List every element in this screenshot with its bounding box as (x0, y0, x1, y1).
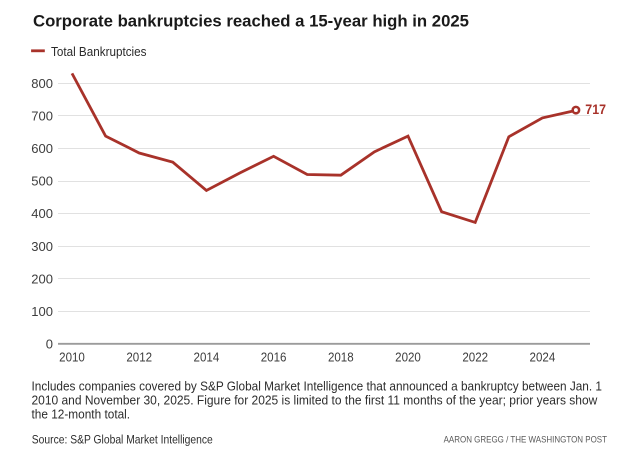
svg-text:Includes companies covered by: Includes companies covered by S&P Global… (32, 378, 603, 393)
svg-text:200: 200 (31, 271, 53, 286)
svg-text:300: 300 (31, 239, 53, 254)
svg-text:0: 0 (46, 336, 53, 351)
svg-text:700: 700 (31, 109, 53, 124)
svg-text:2020: 2020 (395, 349, 421, 364)
svg-text:717: 717 (585, 102, 606, 117)
svg-text:500: 500 (31, 174, 53, 189)
svg-text:2024: 2024 (530, 349, 556, 364)
svg-text:800: 800 (31, 76, 53, 91)
svg-text:Corporate bankruptcies reached: Corporate bankruptcies reached a 15-year… (33, 13, 469, 31)
svg-text:2012: 2012 (126, 349, 152, 364)
svg-text:2014: 2014 (194, 349, 220, 364)
svg-text:2018: 2018 (328, 349, 354, 364)
svg-text:AARON GREGG / THE WASHINGTON P: AARON GREGG / THE WASHINGTON POST (444, 435, 608, 445)
svg-text:2010 and November 30, 2025. Fi: 2010 and November 30, 2025. Figure for 2… (32, 393, 599, 408)
svg-text:600: 600 (31, 141, 53, 156)
svg-text:2022: 2022 (462, 349, 488, 364)
svg-text:Source: S&P Global Market Inte: Source: S&P Global Market Intelligence (32, 433, 213, 447)
svg-text:2010: 2010 (59, 349, 85, 364)
svg-text:the 12-month total.: the 12-month total. (32, 407, 131, 422)
svg-text:Total Bankruptcies: Total Bankruptcies (51, 44, 147, 59)
svg-text:2016: 2016 (261, 349, 287, 364)
svg-text:100: 100 (31, 304, 53, 319)
svg-text:400: 400 (31, 206, 53, 221)
